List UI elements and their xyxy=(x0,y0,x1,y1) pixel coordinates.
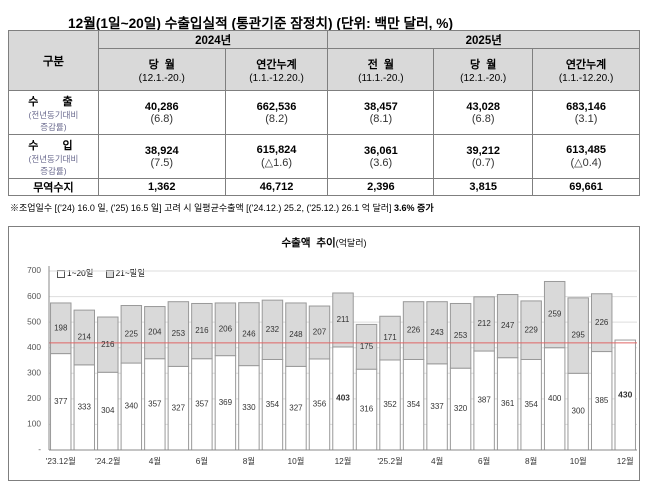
svg-text:330: 330 xyxy=(242,403,256,412)
svg-text:400: 400 xyxy=(548,394,562,403)
svg-text:356: 356 xyxy=(313,400,327,409)
svg-text:8월: 8월 xyxy=(525,456,537,466)
svg-text:354: 354 xyxy=(407,400,421,409)
svg-text:430: 430 xyxy=(618,389,632,399)
svg-text:300: 300 xyxy=(572,407,586,416)
svg-text:247: 247 xyxy=(501,321,515,330)
svg-text:10월: 10월 xyxy=(570,456,587,466)
svg-text:12월: 12월 xyxy=(335,456,352,466)
svg-text:333: 333 xyxy=(78,403,92,412)
svg-text:246: 246 xyxy=(242,329,256,338)
svg-text:6월: 6월 xyxy=(196,456,208,466)
svg-text:204: 204 xyxy=(148,328,162,337)
svg-text:207: 207 xyxy=(313,328,327,337)
svg-text:500: 500 xyxy=(27,316,41,326)
svg-text:357: 357 xyxy=(195,399,209,408)
svg-text:259: 259 xyxy=(548,310,562,319)
svg-text:600: 600 xyxy=(27,291,41,301)
svg-text:225: 225 xyxy=(125,329,139,338)
svg-text:216: 216 xyxy=(195,326,209,335)
svg-text:8월: 8월 xyxy=(243,456,255,466)
svg-text:4월: 4월 xyxy=(149,456,161,466)
svg-text:214: 214 xyxy=(78,333,92,342)
svg-text:361: 361 xyxy=(501,399,515,408)
svg-text:200: 200 xyxy=(27,393,41,403)
svg-text:316: 316 xyxy=(360,405,374,414)
svg-text:337: 337 xyxy=(430,402,444,411)
svg-text:300: 300 xyxy=(27,367,41,377)
svg-text:253: 253 xyxy=(454,331,468,340)
svg-text:-: - xyxy=(38,444,41,454)
svg-text:206: 206 xyxy=(219,324,233,333)
svg-text:387: 387 xyxy=(477,396,491,405)
svg-text:248: 248 xyxy=(289,330,303,339)
svg-text:'23.12월: '23.12월 xyxy=(46,456,76,466)
svg-text:12월: 12월 xyxy=(617,456,634,466)
svg-text:327: 327 xyxy=(289,403,303,412)
svg-text:100: 100 xyxy=(27,419,41,429)
svg-text:354: 354 xyxy=(524,400,538,409)
svg-text:4월: 4월 xyxy=(431,456,443,466)
svg-text:226: 226 xyxy=(595,318,609,327)
svg-text:175: 175 xyxy=(360,342,374,351)
svg-text:385: 385 xyxy=(595,396,609,405)
svg-text:216: 216 xyxy=(101,340,115,349)
svg-text:354: 354 xyxy=(266,400,280,409)
svg-text:304: 304 xyxy=(101,406,115,415)
svg-text:377: 377 xyxy=(54,397,68,406)
svg-text:243: 243 xyxy=(430,328,444,337)
svg-text:6월: 6월 xyxy=(478,456,490,466)
svg-text:10월: 10월 xyxy=(288,456,305,466)
svg-text:171: 171 xyxy=(383,333,397,342)
svg-text:369: 369 xyxy=(219,398,233,407)
svg-text:403: 403 xyxy=(336,393,350,403)
svg-text:700: 700 xyxy=(27,265,41,275)
svg-text:340: 340 xyxy=(125,402,139,411)
svg-text:400: 400 xyxy=(27,342,41,352)
svg-text:320: 320 xyxy=(454,404,468,413)
svg-text:253: 253 xyxy=(172,329,186,338)
svg-text:357: 357 xyxy=(148,399,162,408)
svg-text:198: 198 xyxy=(54,323,68,332)
svg-text:352: 352 xyxy=(383,400,397,409)
svg-text:212: 212 xyxy=(477,319,491,328)
svg-text:'25.2월: '25.2월 xyxy=(377,456,402,466)
svg-text:295: 295 xyxy=(572,331,586,340)
svg-text:'24.2월: '24.2월 xyxy=(95,456,120,466)
svg-text:211: 211 xyxy=(337,315,350,324)
svg-text:226: 226 xyxy=(407,326,421,335)
svg-text:327: 327 xyxy=(172,403,186,412)
svg-text:232: 232 xyxy=(266,325,280,334)
svg-text:229: 229 xyxy=(524,325,538,334)
